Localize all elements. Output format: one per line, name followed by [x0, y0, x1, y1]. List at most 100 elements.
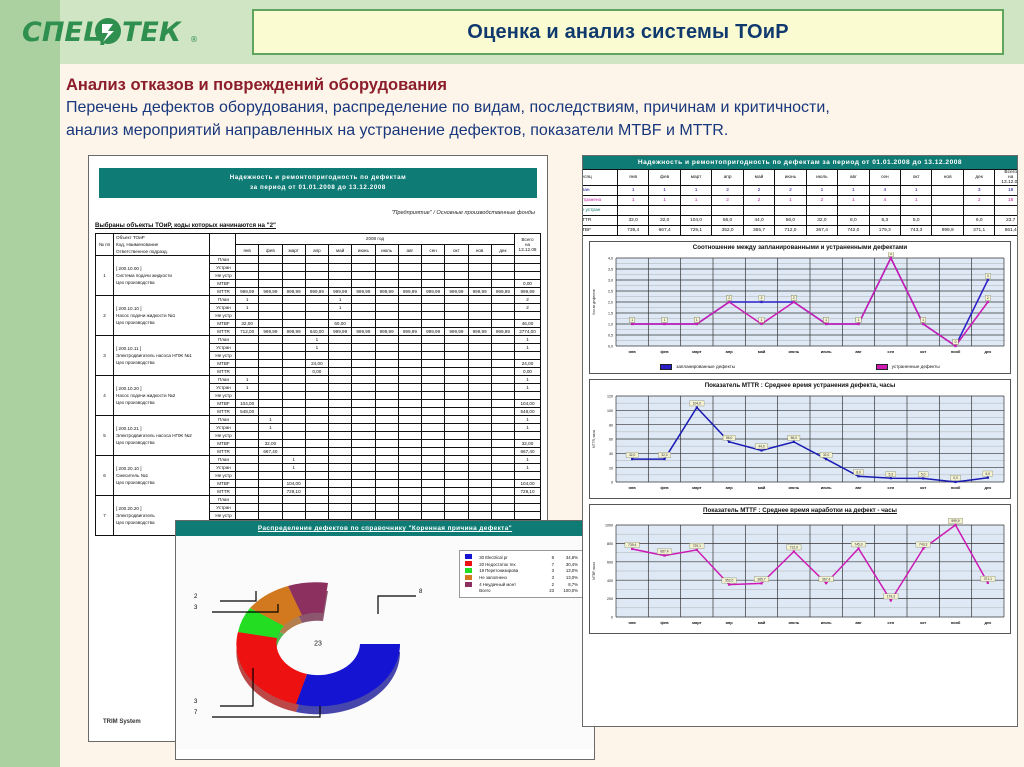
- svg-text:®: ®: [190, 35, 198, 44]
- cell-value: [258, 303, 283, 313]
- cell-metric-label: MTTR: [209, 447, 236, 457]
- summary-tbody: План1112221141318Устранено1112212141218Н…: [583, 185, 1017, 236]
- cell-value: 60,00: [327, 319, 353, 329]
- svg-text:апр: апр: [726, 485, 734, 490]
- svg-text:2: 2: [728, 296, 730, 300]
- summary-cell: 56,0: [711, 215, 744, 226]
- svg-text:371,1: 371,1: [984, 577, 992, 581]
- legend-label: 4 Неудачный монт: [479, 582, 517, 588]
- table-row: 1[ 200.10.00 ] Система подачи жидкости Цех…: [95, 255, 541, 297]
- right-report-panel: Надежность и ремонтопригодность по дефек…: [582, 155, 1018, 727]
- summary-cell: 4: [868, 195, 902, 206]
- svg-text:1,5: 1,5: [608, 312, 613, 316]
- cell-value: [374, 463, 399, 473]
- svg-text:март: март: [692, 349, 702, 354]
- left-report-tbody: 1[ 200.10.00 ] Система подачи жидкости Цех…: [95, 255, 541, 537]
- summary-cell: 1: [616, 185, 650, 196]
- th-total: Всего на 13.12.08: [514, 232, 541, 257]
- cell-value: [351, 279, 376, 289]
- svg-text:365,7: 365,7: [757, 577, 765, 581]
- cell-value: [444, 279, 469, 289]
- cell-value: [420, 359, 446, 369]
- list-item: 4 Неудачный монт 2 8,7%: [464, 581, 579, 588]
- cell-value: [374, 311, 399, 321]
- table-month-row: янв фев март апр май июнь июль авг сен окт нов дек: [96, 243, 541, 257]
- summary-th-total: Всего на 13.12.08: [994, 169, 1017, 186]
- th-month-6: июль: [374, 243, 399, 257]
- svg-text:май: май: [758, 485, 766, 490]
- cell-value: 999,99: [258, 327, 283, 337]
- cell-value: [374, 399, 399, 409]
- cell-value: [420, 463, 446, 473]
- th-month-10: нов: [467, 243, 492, 257]
- summary-cell: [962, 205, 996, 216]
- cell-value: [490, 383, 516, 393]
- cell-value: [281, 471, 306, 481]
- cell-value: [467, 431, 492, 441]
- table-row: Не устр: [96, 311, 541, 321]
- summary-cell-total: 18: [994, 185, 1017, 196]
- cell-value: [327, 511, 353, 521]
- list-item: 30 Electrical pr 8 34,8%: [464, 554, 579, 561]
- cell-metric-label: План: [209, 335, 236, 345]
- svg-text:нояб: нояб: [951, 485, 961, 490]
- svg-text:1: 1: [631, 318, 633, 322]
- cell-value: [420, 439, 446, 449]
- cell-value: [304, 423, 330, 433]
- chart-defects-title: Соотношение между запланированными и уст…: [692, 244, 908, 251]
- cell-value: [351, 311, 376, 321]
- cell-value: [351, 447, 376, 457]
- svg-text:8,0: 8,0: [856, 470, 861, 474]
- cell-object-line-1: Система подачи жидкости: [116, 273, 172, 279]
- cell-value: [444, 359, 469, 369]
- th-object-l2: Код, Наименование: [116, 241, 159, 247]
- cell-total: 1: [514, 383, 541, 393]
- cell-value: [467, 511, 492, 521]
- cell-row-number: 3: [95, 335, 114, 377]
- cell-total: [514, 431, 541, 441]
- summary-th-month-4: май: [742, 169, 776, 186]
- cell-value: [281, 311, 306, 321]
- th-month-11: дек: [490, 243, 516, 257]
- cell-value: [397, 511, 423, 521]
- cell-value: [420, 383, 446, 393]
- cell-total: 548,00: [514, 407, 541, 417]
- summary-cell: 365,7: [742, 225, 776, 236]
- svg-text:120: 120: [607, 395, 613, 399]
- cell-value: [281, 495, 306, 505]
- summary-cell: 1: [837, 195, 870, 206]
- cell-value: 548,00: [234, 407, 260, 417]
- left-green-strip: [0, 0, 60, 767]
- left-report-thead: № пп Объект ТОиР Код, Наименование Ответ…: [95, 232, 541, 257]
- svg-text:800: 800: [607, 542, 613, 546]
- cell-metric-label: MTTR: [209, 367, 236, 377]
- svg-text:0: 0: [611, 616, 613, 620]
- cell-value: [281, 511, 306, 521]
- table-row: MTBF 104,00 104,00: [96, 479, 541, 489]
- cell-metric-label: MTBF: [209, 279, 236, 289]
- summary-cell: 729,1: [679, 225, 713, 236]
- cell-value: [234, 439, 260, 449]
- cell-value: [351, 439, 376, 449]
- cell-value: [397, 367, 423, 377]
- cell-value: 999,99: [490, 327, 516, 337]
- svg-text:нояб: нояб: [951, 620, 961, 625]
- legend-swatch: [464, 561, 478, 568]
- cell-metric-label: Устран: [209, 383, 236, 393]
- cell-value: [420, 255, 446, 265]
- pie-chart-panel: Распределение дефектов по справочнику "К…: [175, 520, 595, 760]
- cell-value: [327, 263, 353, 273]
- cell-value: 667,40: [258, 447, 283, 457]
- cell-metric-label: Не устр: [209, 431, 236, 441]
- cell-value: [327, 367, 353, 377]
- cell-total: 104,00: [514, 479, 541, 489]
- cell-value: [397, 487, 423, 497]
- svg-text:1,0: 1,0: [608, 323, 613, 327]
- cell-value: [490, 471, 516, 481]
- cell-metric-label: Не устр: [209, 271, 236, 281]
- cell-value: [444, 463, 469, 473]
- cell-value: [327, 279, 353, 289]
- summary-cell: 1: [805, 185, 839, 196]
- table-row: Устран 1 1: [96, 423, 541, 433]
- cell-value: 999,99: [444, 287, 469, 297]
